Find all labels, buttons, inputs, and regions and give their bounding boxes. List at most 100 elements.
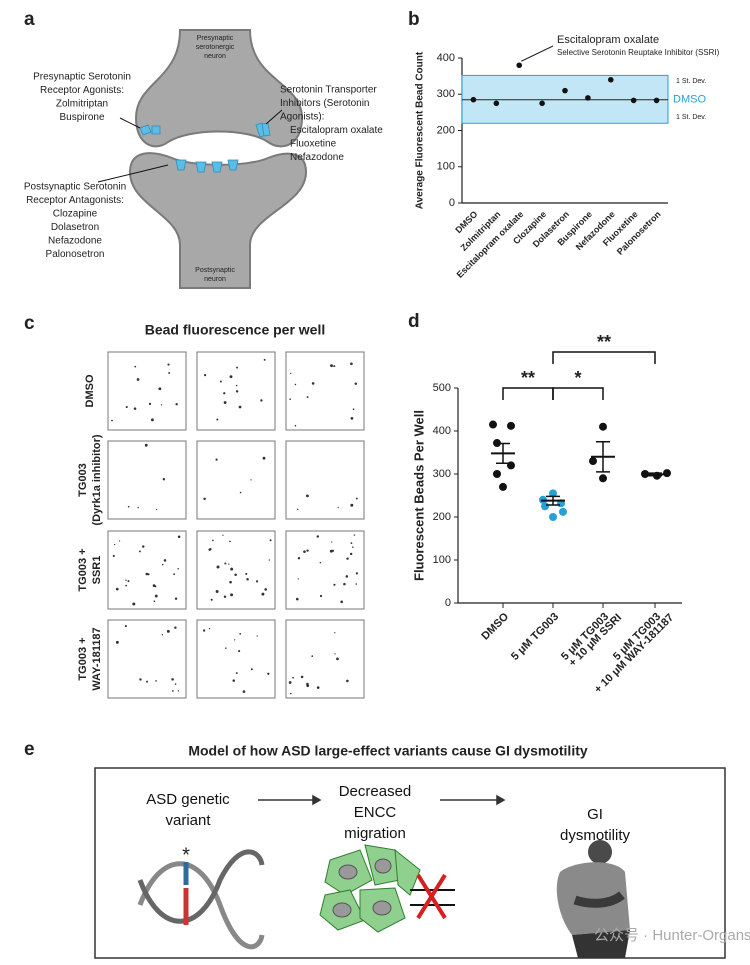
bead-speck <box>175 403 178 406</box>
data-point <box>516 62 523 69</box>
y-tick-label: 300 <box>437 88 455 100</box>
bead-speck <box>125 579 127 581</box>
bead-speck <box>297 508 299 511</box>
bead-speck <box>319 594 323 598</box>
error-bar <box>496 442 510 464</box>
bead-speck <box>337 506 339 509</box>
drug-label: Serotonin Transporter <box>280 85 377 96</box>
bead-speck <box>111 419 113 422</box>
bead-speck <box>263 358 266 361</box>
synapse-diagram <box>97 29 308 289</box>
data-point <box>585 95 591 101</box>
bead-speck <box>145 572 149 576</box>
bead-speck <box>355 497 358 500</box>
bead-speck <box>354 382 358 386</box>
drug-label: Escitalopram oxalate <box>290 125 383 136</box>
error-bar <box>546 495 560 506</box>
row-label: TG003 <box>77 463 89 497</box>
bead-speck <box>163 559 167 562</box>
model-step: Decreased <box>339 783 412 800</box>
bead-speck <box>216 565 220 569</box>
bead-speck <box>137 506 139 509</box>
bead-speck <box>223 595 227 599</box>
bead-speck <box>132 602 136 606</box>
bead-speck <box>203 497 206 501</box>
well-image <box>196 530 276 610</box>
data-point <box>539 100 545 107</box>
row-label: TG003 + <box>77 637 89 680</box>
panel-label: b <box>408 9 420 30</box>
bead-speck <box>125 584 128 587</box>
data-point <box>653 97 660 104</box>
neuron-label: Presynaptic <box>197 35 234 42</box>
bead-speck <box>255 580 259 583</box>
model-step: ASD genetic <box>146 791 230 808</box>
data-point <box>489 420 497 429</box>
bead-speck <box>127 505 130 508</box>
bead-speck <box>138 550 141 553</box>
row-label: TG003 + <box>77 548 89 591</box>
bead-speck <box>336 657 339 661</box>
bead-speck <box>292 676 294 679</box>
bead-speck <box>152 584 156 588</box>
bead-speck <box>306 549 309 552</box>
data-point <box>493 100 500 107</box>
reference-label: DMSO <box>673 94 706 106</box>
bead-speck <box>177 567 179 570</box>
bead-speck <box>210 598 213 601</box>
bead-speck <box>261 592 265 596</box>
panel-title: Bead fluorescence per well <box>145 322 326 338</box>
bead-speck <box>166 629 170 633</box>
bead-speck <box>224 562 227 565</box>
drug-label: Buspirone <box>59 112 104 123</box>
bead-speck <box>134 365 137 368</box>
bead-speck <box>139 678 142 681</box>
panel-label: e <box>24 739 35 760</box>
bead-speck <box>173 573 176 576</box>
bead-speck <box>352 546 354 548</box>
panel-title: Model of how ASD large-effect variants c… <box>188 743 588 759</box>
bead-speck <box>161 634 164 636</box>
bead-speck <box>250 668 253 671</box>
bead-speck <box>349 552 353 556</box>
bead-speck <box>133 407 137 410</box>
bead-speck <box>346 557 349 560</box>
bead-speck <box>294 424 297 427</box>
bead-speck <box>232 679 236 682</box>
bead-speck <box>350 416 354 420</box>
data-point <box>599 422 607 431</box>
data-point <box>607 76 614 83</box>
data-point <box>470 96 477 103</box>
bead-speck <box>153 600 156 602</box>
bead-speck <box>158 387 162 391</box>
y-tick-label: 0 <box>449 197 455 209</box>
y-tick-label: 200 <box>437 124 455 136</box>
bead-speck <box>234 573 237 576</box>
cells-icon <box>319 844 421 933</box>
bead-speck <box>238 650 241 653</box>
bead-speck <box>330 364 333 368</box>
person-icon <box>556 840 630 958</box>
bead-speck <box>246 578 249 581</box>
neuron-label: neuron <box>204 276 226 283</box>
bead-speck <box>208 627 211 630</box>
bead-speck <box>346 679 349 683</box>
bead-speck <box>294 383 297 386</box>
well-image <box>196 440 276 520</box>
bead-speck <box>245 572 248 575</box>
panel-label: c <box>24 313 35 334</box>
error-bar <box>648 472 662 477</box>
bead-speck <box>171 678 174 681</box>
y-axis-label: Average Fluorescent Bead Count <box>415 51 426 209</box>
drug-label: Palonosetron <box>46 249 105 260</box>
x-tick-label: DMSO <box>479 610 511 642</box>
bead-speck <box>238 405 242 409</box>
drug-label: Presynaptic Serotonin <box>33 72 131 83</box>
bead-speck <box>230 593 234 597</box>
bead-speck <box>172 690 174 692</box>
bead-speck <box>355 572 358 575</box>
drug-label: Postsynaptic Serotonin <box>24 182 126 193</box>
bead-speck <box>345 575 349 578</box>
data-point <box>589 457 597 466</box>
bead-speck <box>118 540 121 542</box>
